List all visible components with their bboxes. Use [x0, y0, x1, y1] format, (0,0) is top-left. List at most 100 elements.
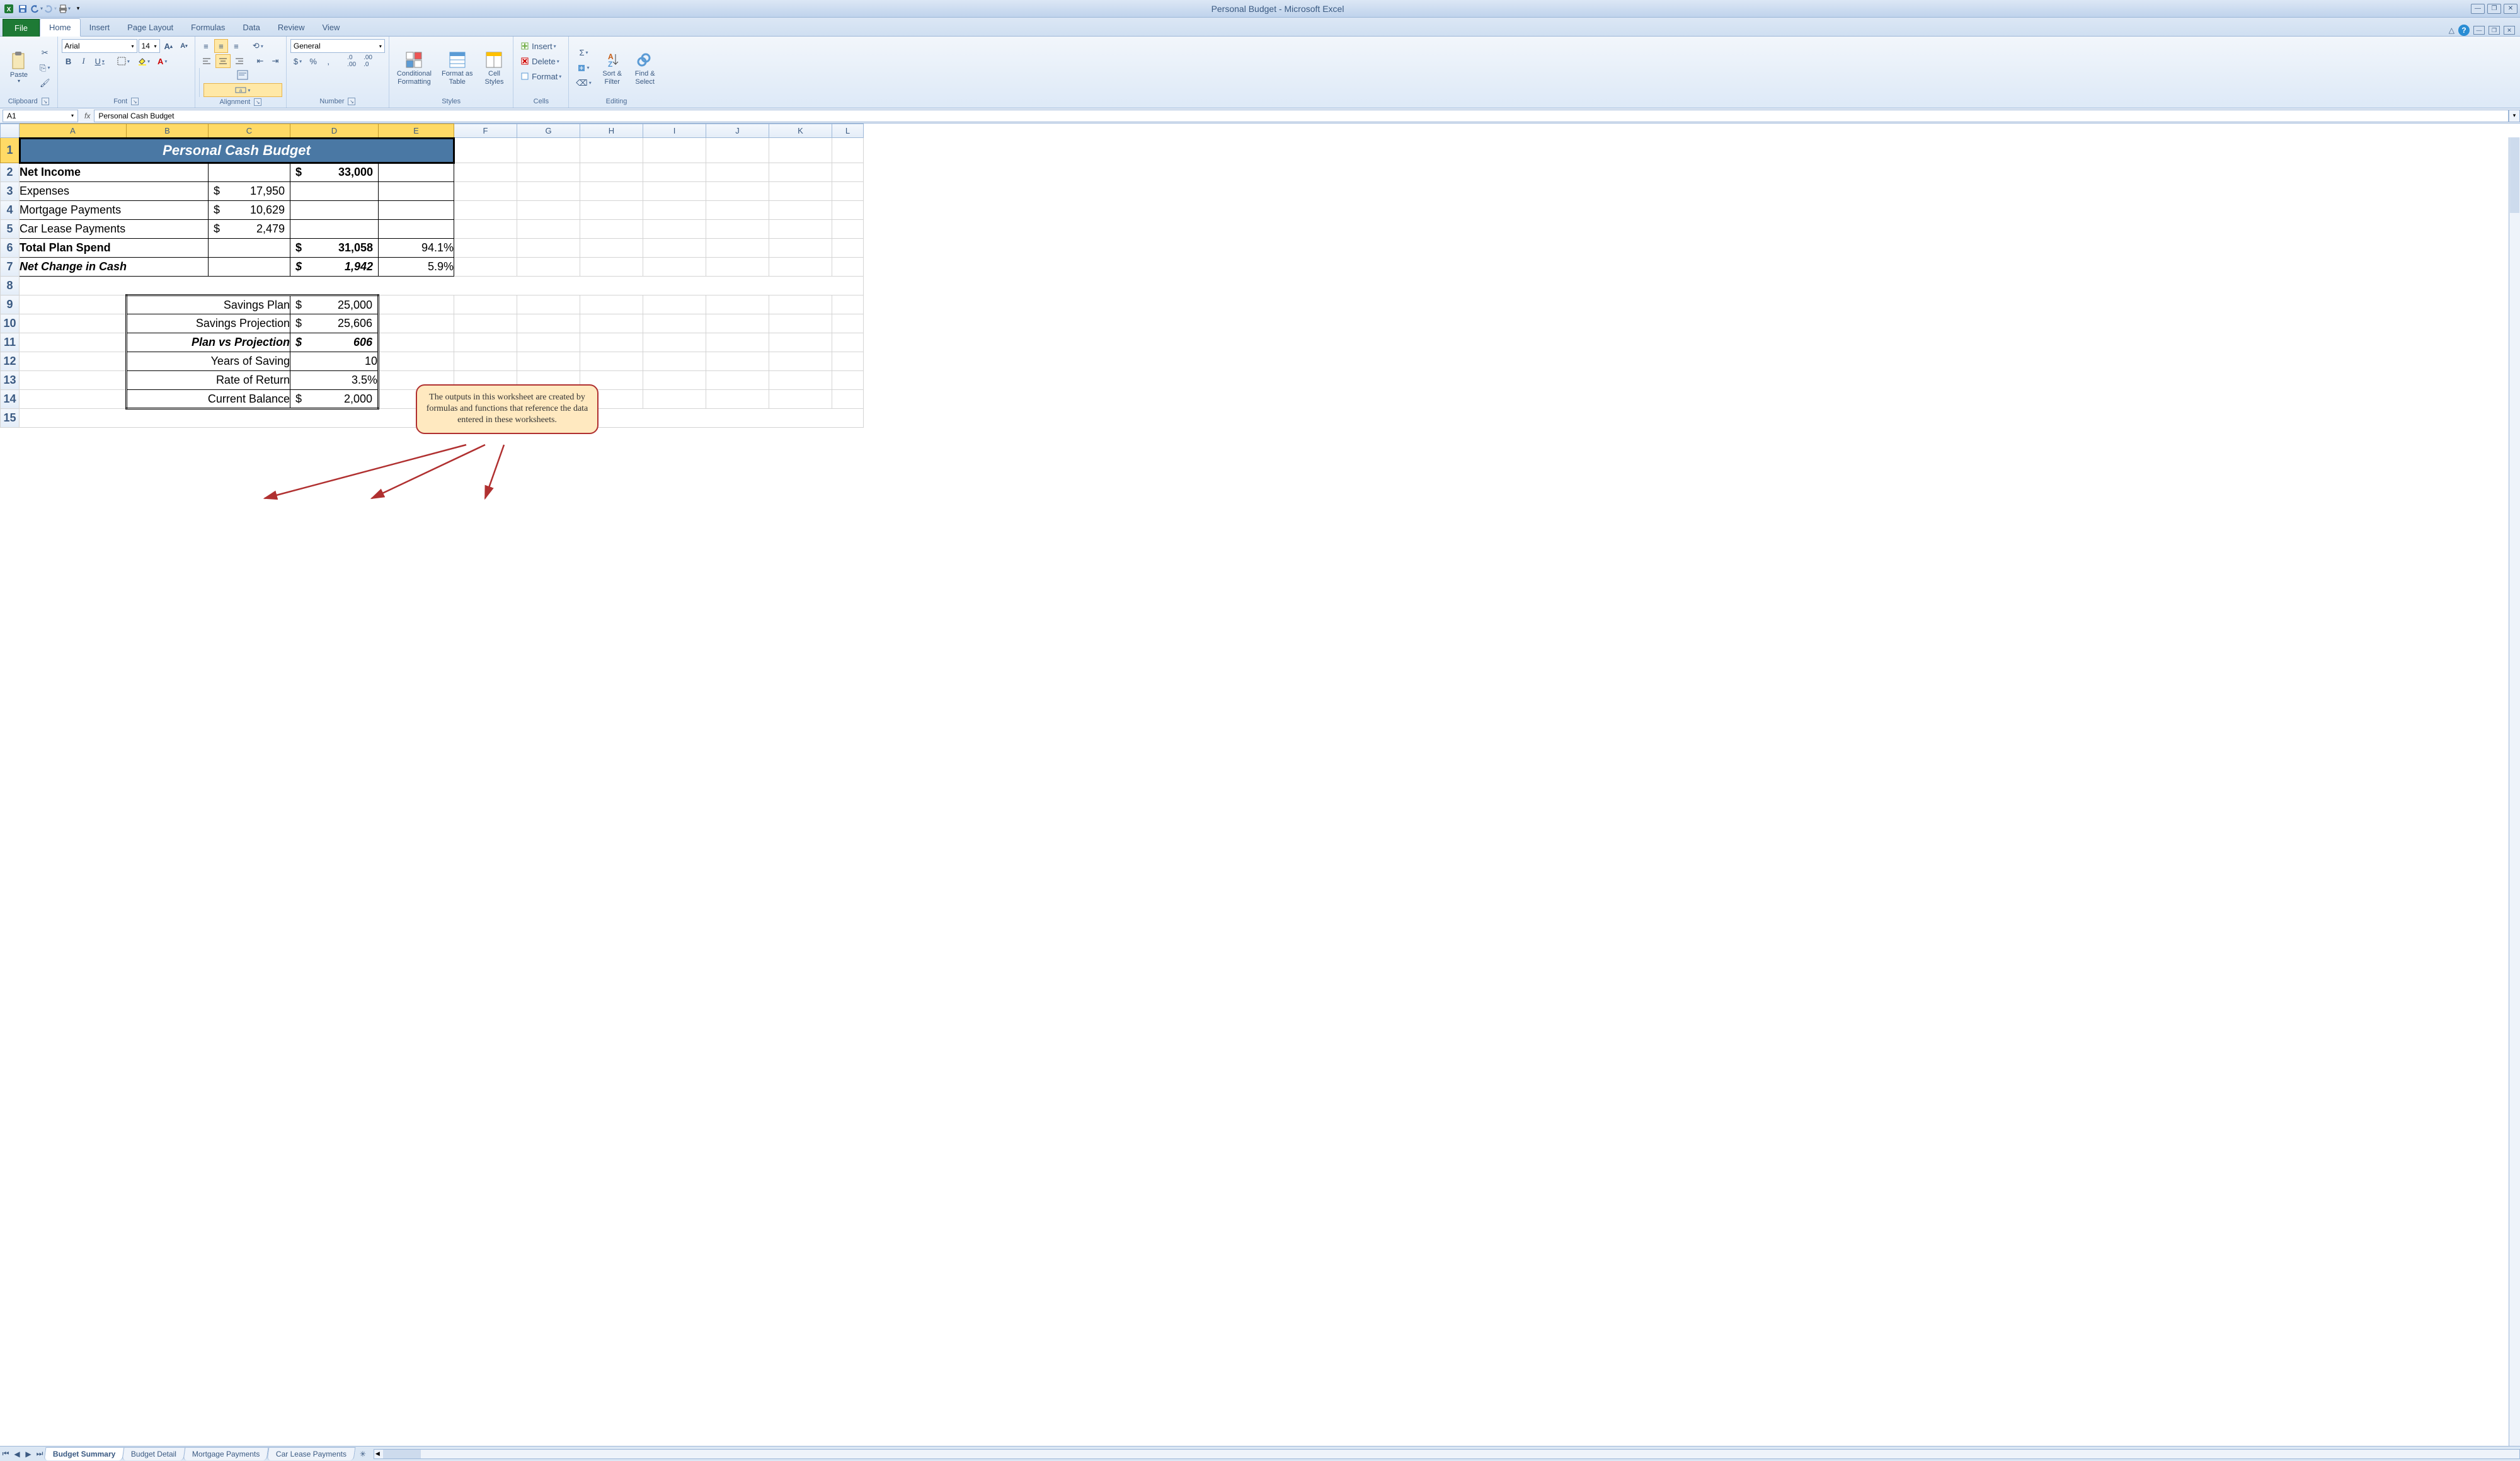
cell-title[interactable]: Personal Cash Budget	[20, 138, 454, 163]
comma-button[interactable]: ,	[321, 54, 335, 68]
new-sheet-button[interactable]: ✳	[357, 1448, 369, 1460]
tab-formulas[interactable]: Formulas	[182, 19, 234, 36]
cell[interactable]: Net Income	[20, 163, 209, 182]
sheet-tab[interactable]: Car Lease Payments	[266, 1447, 355, 1460]
sheet-nav-next[interactable]: ▶	[23, 1448, 34, 1460]
print-icon[interactable]	[58, 3, 71, 15]
undo-button[interactable]	[30, 3, 43, 15]
file-tab[interactable]: File	[3, 19, 40, 37]
name-box[interactable]: A1▾	[3, 110, 78, 122]
horizontal-scrollbar[interactable]: ◀	[374, 1449, 2520, 1459]
row-header[interactable]: 11	[1, 333, 20, 352]
cell[interactable]: Current Balance	[127, 390, 290, 409]
row-header[interactable]: 7	[1, 258, 20, 277]
cell[interactable]	[209, 163, 290, 182]
insert-cells-button[interactable]: Insert	[517, 39, 559, 53]
align-right[interactable]	[232, 54, 247, 68]
align-middle[interactable]: ≡	[214, 39, 228, 53]
row-header[interactable]: 14	[1, 390, 20, 409]
vscroll-thumb[interactable]	[2510, 137, 2519, 213]
column-header[interactable]: B	[127, 124, 209, 138]
cell[interactable]: Net Change in Cash	[20, 258, 209, 277]
row-header[interactable]: 10	[1, 314, 20, 333]
tab-page-layout[interactable]: Page Layout	[118, 19, 182, 36]
cell[interactable]	[379, 182, 454, 201]
cell[interactable]	[290, 182, 379, 201]
fx-label[interactable]: fx	[81, 112, 94, 120]
align-top[interactable]: ≡	[199, 39, 213, 53]
row-header[interactable]: 4	[1, 201, 20, 220]
column-header[interactable]: L	[832, 124, 864, 138]
row-header[interactable]: 15	[1, 409, 20, 428]
cell[interactable]	[379, 201, 454, 220]
font-launcher[interactable]: ↘	[131, 98, 139, 105]
cell[interactable]	[209, 239, 290, 258]
cell[interactable]: Total Plan Spend	[20, 239, 209, 258]
increase-decimal[interactable]: .0.00	[344, 54, 359, 68]
cell[interactable]: Expenses	[20, 182, 209, 201]
worksheet-grid[interactable]: ABCDEFGHIJKL 1 Personal Cash Budget 2 Ne…	[0, 123, 2520, 1446]
cut-button[interactable]: ✂	[37, 46, 54, 60]
ribbon-min-icon[interactable]: △	[2449, 26, 2454, 35]
cell[interactable]: Mortgage Payments	[20, 201, 209, 220]
bold-button[interactable]: B	[62, 54, 76, 68]
align-bottom[interactable]: ≡	[229, 39, 243, 53]
hscroll-thumb[interactable]	[383, 1450, 421, 1458]
row-header[interactable]: 9	[1, 295, 20, 314]
sheet-tab[interactable]: Mortgage Payments	[183, 1447, 269, 1460]
column-header[interactable]: H	[580, 124, 643, 138]
cell[interactable]: Plan vs Projection	[127, 333, 290, 352]
close-button[interactable]: ✕	[2504, 4, 2517, 14]
cell[interactable]: Rate of Return	[127, 371, 290, 390]
cell[interactable]: 3.5%	[290, 371, 379, 390]
save-icon[interactable]	[16, 3, 29, 15]
cell[interactable]: Savings Projection	[127, 314, 290, 333]
cell-styles-button[interactable]: Cell Styles	[479, 49, 509, 86]
paste-button[interactable]: Paste ▾	[4, 50, 34, 86]
orientation-button[interactable]: ⟲	[249, 39, 266, 53]
cell[interactable]: Savings Plan	[127, 295, 290, 314]
cell[interactable]: Car Lease Payments	[20, 220, 209, 239]
fill-color-button[interactable]	[134, 54, 153, 68]
cell[interactable]: $33,000	[290, 163, 379, 182]
help-icon[interactable]: ?	[2458, 25, 2470, 36]
maximize-button[interactable]: ❐	[2487, 4, 2501, 14]
tab-view[interactable]: View	[313, 19, 348, 36]
cell[interactable]: $25,606	[290, 314, 379, 333]
font-color-button[interactable]: A	[154, 54, 170, 68]
column-header[interactable]: D	[290, 124, 379, 138]
copy-button[interactable]: ⎘	[37, 61, 54, 75]
clipboard-launcher[interactable]: ↘	[42, 98, 49, 105]
column-header[interactable]: I	[643, 124, 706, 138]
cell[interactable]: 10	[290, 352, 379, 371]
row-header[interactable]: 2	[1, 163, 20, 182]
column-header[interactable]: E	[379, 124, 454, 138]
wrap-text-button[interactable]	[203, 68, 282, 82]
mdi-minimize[interactable]: —	[2473, 26, 2485, 35]
fill-button[interactable]	[573, 61, 594, 75]
cell[interactable]: 94.1%	[379, 239, 454, 258]
cell[interactable]	[379, 220, 454, 239]
sheet-tab[interactable]: Budget Detail	[122, 1447, 186, 1460]
autosum-button[interactable]: Σ	[573, 46, 594, 60]
minimize-button[interactable]: —	[2471, 4, 2485, 14]
row-header[interactable]: 12	[1, 352, 20, 371]
format-as-table-button[interactable]: Format as Table	[438, 49, 477, 86]
cell[interactable]	[290, 220, 379, 239]
vertical-scrollbar[interactable]	[2509, 137, 2520, 1446]
increase-indent[interactable]: ⇥	[268, 54, 282, 68]
mdi-close[interactable]: ✕	[2504, 26, 2515, 35]
decrease-decimal[interactable]: .00.0	[360, 54, 375, 68]
sheet-nav-first[interactable]: ⏮	[0, 1448, 11, 1460]
row-header[interactable]: 3	[1, 182, 20, 201]
formula-bar-expand[interactable]: ▾	[2509, 110, 2520, 122]
format-painter-button[interactable]: 🖌	[37, 76, 54, 90]
percent-button[interactable]: %	[306, 54, 320, 68]
select-all-corner[interactable]	[1, 124, 20, 138]
cell[interactable]	[290, 201, 379, 220]
shrink-font-button[interactable]: A▾	[177, 39, 191, 53]
redo-button[interactable]	[44, 3, 57, 15]
font-size-select[interactable]: 14▾	[139, 39, 160, 53]
font-name-select[interactable]: Arial▾	[62, 39, 137, 53]
row-header[interactable]: 5	[1, 220, 20, 239]
